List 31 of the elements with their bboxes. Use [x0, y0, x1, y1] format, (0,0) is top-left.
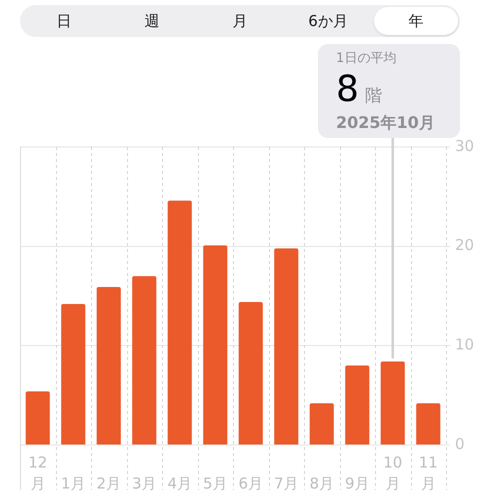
- x-tick-label: 3月: [132, 474, 157, 492]
- x-tick-label: 9月: [344, 474, 370, 492]
- y-tick-label: 20: [455, 236, 474, 254]
- bar: [274, 248, 298, 444]
- bar: [61, 304, 86, 444]
- bar: [416, 403, 440, 444]
- x-tick-label: 11月: [418, 453, 438, 492]
- x-tick-label: 5月: [202, 474, 228, 492]
- bar: [132, 276, 156, 444]
- annotation: 1日の平均 8 階 2025年10月: [336, 50, 436, 134]
- x-tick-label: 8月: [309, 474, 334, 492]
- y-tick-label: 0: [455, 434, 465, 453]
- x-tick-label: 2月: [96, 474, 122, 492]
- bar: [203, 245, 228, 444]
- bar: [310, 403, 334, 444]
- x-tick-label: 1月: [60, 474, 86, 492]
- y-tick-label: 10: [455, 336, 474, 354]
- bar: [26, 391, 50, 444]
- bar: [238, 302, 263, 444]
- y-tick-label: 30: [455, 136, 474, 155]
- x-tick-label: 4月: [167, 474, 192, 492]
- x-tick-label: 7月: [274, 474, 299, 492]
- tooltip-box: 1日の平均 8 階 2025年10月: [318, 44, 460, 138]
- bar: [168, 200, 192, 444]
- x-tick-label: 12 月: [28, 453, 48, 492]
- x-tick-label: 6月: [238, 474, 264, 492]
- bar: [380, 362, 405, 444]
- segmented-control: 日 週 月 6か月 年: [20, 5, 460, 37]
- bar: [345, 366, 370, 444]
- x-tick-label: 10月: [383, 453, 402, 492]
- bar: [96, 287, 121, 444]
